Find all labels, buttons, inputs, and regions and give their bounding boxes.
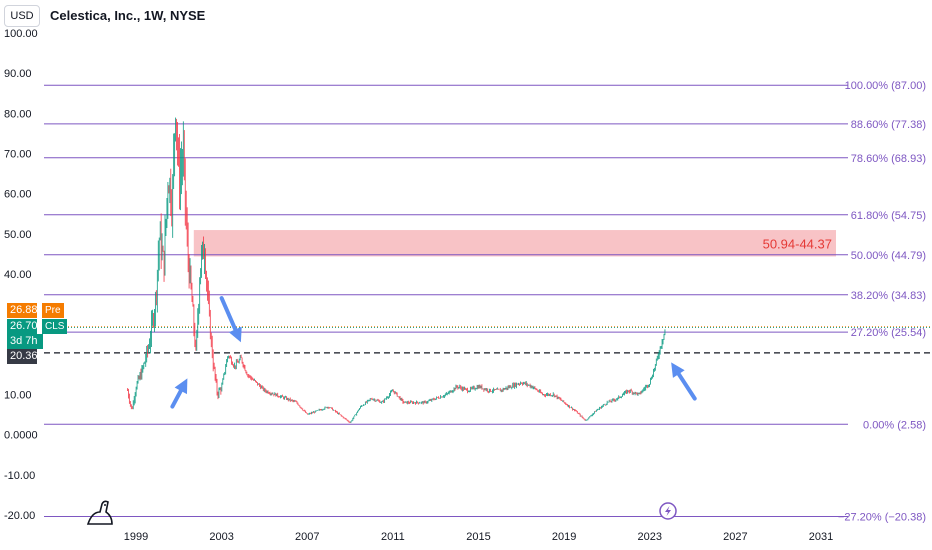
bar-countdown: 3d 7h [7,334,43,349]
level-price-badge: 20.36 [7,349,38,364]
fib-label: 50.00% (44.79) [851,250,926,262]
y-tick-label: 90.00 [4,68,32,80]
y-tick-label: 60.00 [4,189,32,201]
x-tick-label: 2007 [295,531,319,543]
annotation-arrow-head [174,378,188,395]
y-tick-label: 40.00 [4,269,32,281]
dino-logo-icon [86,500,113,525]
annotation-arrow-head [228,326,242,343]
fib-label: 0.00% (2.58) [863,419,926,431]
fib-label: 27.20% (25.54) [851,327,926,339]
y-tick-label: 0.0000 [4,430,38,442]
annotation-arrow-shaft [676,372,697,401]
currency-selector[interactable]: USD [4,5,40,27]
x-tick-label: 2015 [466,531,490,543]
annotation-arrow-shaft [170,388,183,409]
x-axis-ticks: 1999 2003 2007 2011 2015 2019 2023 2027 2031 [124,531,833,543]
y-tick-label: -10.00 [4,470,35,482]
y-tick-label: 10.00 [4,390,32,402]
x-tick-label: 2031 [809,531,833,543]
fib-label: 100.00% (87.00) [845,80,926,92]
x-tick-label: 2019 [552,531,576,543]
lightning-event-icon[interactable] [659,502,677,520]
zone-rect [193,230,836,257]
fib-label: 61.80% (54.75) [851,210,926,222]
x-tick-label: 2003 [209,531,233,543]
y-tick-label: -20.00 [4,510,35,522]
close-label: CLS [42,319,68,334]
x-tick-label: 2011 [381,531,405,543]
annotation-arrow-head [671,362,685,378]
fib-label: 88.60% (77.38) [851,119,926,131]
pre-market-price-badge: 26.88 [7,303,38,318]
x-tick-label: 2023 [638,531,662,543]
pre-market-label: Pre [42,303,64,318]
x-tick-label: 2027 [723,531,747,543]
close-price-badge: 26.70 [7,319,38,334]
price-series [127,117,666,423]
fibonacci-levels: 100.00% (87.00) 88.60% (77.38) 78.60% (68.… [44,80,932,524]
y-tick-label: 70.00 [4,149,32,161]
fib-label: 78.60% (68.93) [851,153,926,165]
zone-label: 50.94-44.37 [763,236,832,251]
y-tick-label: 50.00 [4,229,32,241]
fib-label: 38.20% (34.83) [851,290,926,302]
y-tick-label: 100.00 [4,28,38,40]
fib-label: −27.20% (−20.38) [838,512,926,524]
resistance-zone: 50.94-44.37 [193,230,836,257]
symbol-title: Celestica, Inc., 1W, NYSE [50,8,206,23]
annotation-arrow-shaft [219,296,238,332]
y-tick-label: 80.00 [4,108,32,120]
annotation-arrows [170,296,697,409]
x-tick-label: 1999 [124,531,148,543]
y-axis-ticks: 100.00 90.00 80.00 70.00 60.00 50.00 40.00 10.0… [4,28,38,522]
